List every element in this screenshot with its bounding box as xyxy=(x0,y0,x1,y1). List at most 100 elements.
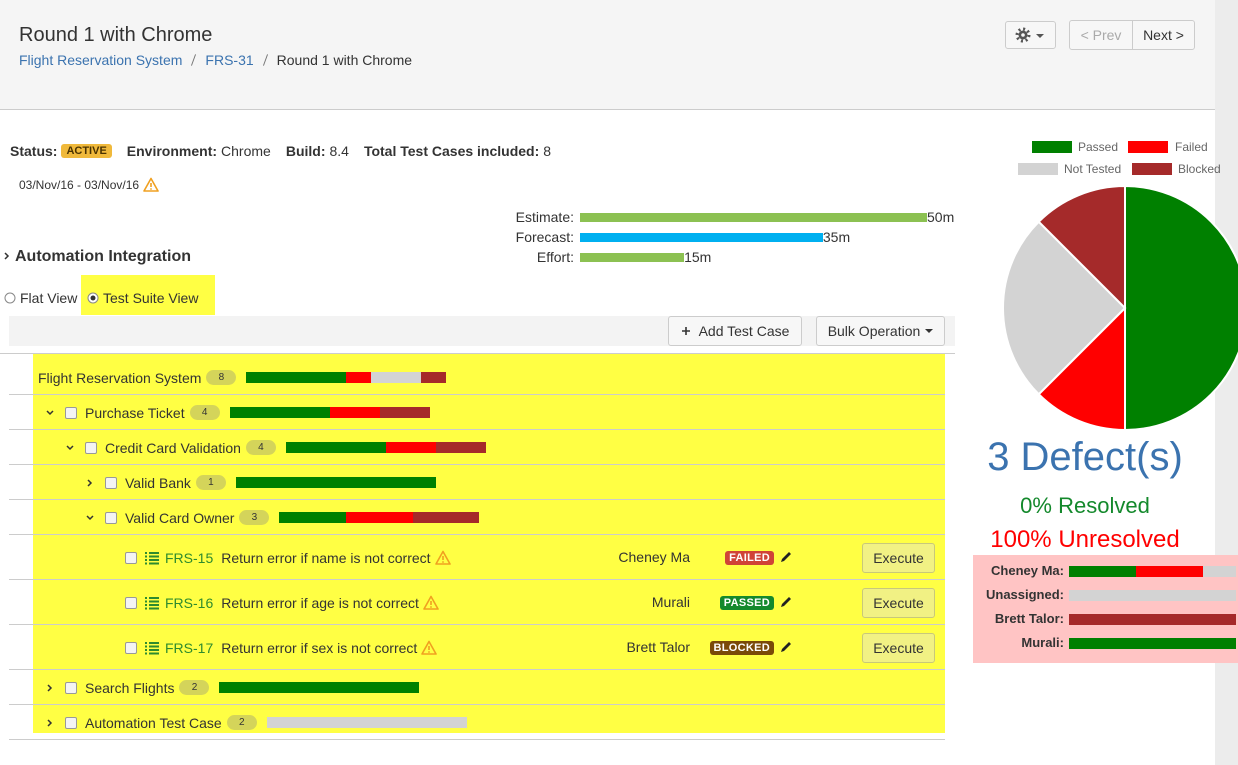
assignee: Murali xyxy=(651,593,690,610)
breadcrumb-item[interactable]: FRS-31 xyxy=(205,52,254,68)
pencil xyxy=(781,551,791,562)
progress-segment xyxy=(246,372,347,383)
next-button[interactable]: Next > xyxy=(1143,27,1184,43)
progress-segment xyxy=(371,372,422,383)
time-value: 35m xyxy=(822,229,851,245)
checkbox[interactable] xyxy=(105,476,117,489)
execute-button[interactable]: Execute xyxy=(862,542,935,573)
warning-shape xyxy=(423,595,439,610)
test-key[interactable]: FRS-15 xyxy=(165,549,214,566)
icon-dot xyxy=(145,645,147,647)
radio-dot xyxy=(90,295,96,301)
warning-shape xyxy=(421,640,438,655)
test-key[interactable]: FRS-17 xyxy=(165,639,214,656)
progress-bar xyxy=(1069,614,1236,625)
warning-icon xyxy=(143,177,159,192)
checkbox[interactable] xyxy=(65,406,77,419)
warning-shape xyxy=(143,177,159,192)
radio-ring xyxy=(4,292,16,304)
view-option[interactable]: Flat View xyxy=(4,290,77,306)
checkbox[interactable] xyxy=(65,681,77,694)
icon-dot xyxy=(145,603,147,606)
execute-button[interactable]: Execute xyxy=(862,587,935,618)
expander[interactable] xyxy=(45,408,55,418)
expander[interactable] xyxy=(45,718,55,728)
defect-unresolved: 100% Unresolved xyxy=(990,526,1180,553)
progress-segment xyxy=(346,512,413,523)
node-label[interactable]: Search Flights xyxy=(85,679,175,696)
plus xyxy=(681,327,690,335)
checkbox[interactable] xyxy=(85,441,97,454)
tree-row: Valid Card Owner 3 xyxy=(9,500,945,535)
count-badge: 8 xyxy=(206,370,237,385)
checkbox[interactable] xyxy=(125,596,137,609)
warning-dot xyxy=(150,188,152,190)
settings-button[interactable] xyxy=(1005,21,1056,49)
icon-dot xyxy=(145,558,147,561)
legend-swatch xyxy=(1128,141,1168,153)
tree-node: Purchase Ticket 4 xyxy=(45,395,430,430)
node-label[interactable]: Valid Bank xyxy=(125,474,191,491)
warning-dot xyxy=(429,606,432,608)
icon-line xyxy=(149,641,159,644)
progress-bar xyxy=(229,407,430,418)
breadcrumb-item[interactable]: Flight Reservation System xyxy=(19,52,183,68)
summary-line: Status: ACTIVE Environment: Chrome Build: 8.4… xyxy=(10,143,551,159)
bulk-operation-button[interactable]: Bulk Operation xyxy=(816,316,945,346)
node-label[interactable]: Purchase Ticket xyxy=(85,404,185,421)
progress-segment xyxy=(385,442,436,453)
node-label[interactable]: Credit Card Validation xyxy=(105,439,241,456)
tree-row: Automation Test Case 2 xyxy=(9,705,945,740)
status-cell: BLOCKED xyxy=(680,625,774,670)
expander[interactable] xyxy=(45,683,55,693)
checkbox[interactable] xyxy=(125,551,137,564)
edit-icon[interactable] xyxy=(779,550,793,564)
expander[interactable] xyxy=(85,513,95,523)
time-bar xyxy=(580,213,927,222)
add-test-case-button[interactable]: Add Test Case xyxy=(668,316,802,346)
edit-icon[interactable] xyxy=(779,640,793,654)
chevron xyxy=(4,252,10,260)
button-label: Bulk Operation xyxy=(827,323,921,339)
progress-bar xyxy=(235,477,436,488)
summary-label: Status: xyxy=(10,143,58,159)
test-case: FRS-17 Return error if sex is not correct xyxy=(125,625,438,670)
status-badge: FAILED xyxy=(725,550,774,565)
icon-line xyxy=(149,607,159,609)
node-label[interactable]: Valid Card Owner xyxy=(125,509,235,526)
tree-row: Credit Card Validation 4 xyxy=(9,430,945,465)
progress-segment xyxy=(235,477,436,488)
test-icon xyxy=(145,551,159,564)
assignee-bar xyxy=(1069,638,1236,649)
test-key[interactable]: FRS-16 xyxy=(165,594,214,611)
node-label[interactable]: Flight Reservation System xyxy=(38,369,202,386)
icon-dot xyxy=(145,648,147,651)
checkbox[interactable] xyxy=(105,511,117,524)
checkbox[interactable] xyxy=(125,641,137,654)
pager: < Prev Next > xyxy=(1069,20,1195,50)
tree-row: Valid Bank 1 xyxy=(9,465,945,500)
checkbox[interactable] xyxy=(65,716,77,729)
expander[interactable] xyxy=(85,478,95,488)
caret xyxy=(1035,34,1044,38)
node-label[interactable]: Automation Test Case xyxy=(85,714,222,731)
tree-node: Valid Card Owner 3 xyxy=(85,500,480,535)
execute-button[interactable]: Execute xyxy=(862,632,935,663)
summary-value: 8 xyxy=(543,143,552,159)
defect-resolved: 0% Resolved xyxy=(1020,493,1150,518)
summary-label: Total Test Cases included: xyxy=(363,143,540,159)
assignee-name: Cheney Ma: xyxy=(991,563,1064,578)
view-option[interactable]: Test Suite View xyxy=(87,290,198,306)
progress-segment xyxy=(1135,566,1203,577)
progress-segment xyxy=(219,682,420,693)
pie-slice xyxy=(1124,184,1238,432)
dates: 03/Nov/16 - 03/Nov/16 xyxy=(19,177,140,192)
assignee-bar xyxy=(1069,590,1236,601)
expander-shape xyxy=(47,718,53,727)
prev-button[interactable]: < Prev xyxy=(1070,21,1133,49)
expander[interactable] xyxy=(65,443,75,453)
plus-icon xyxy=(681,327,690,335)
edit-icon[interactable] xyxy=(779,595,793,609)
tree-top-line xyxy=(0,353,955,354)
icon-line xyxy=(149,603,159,606)
